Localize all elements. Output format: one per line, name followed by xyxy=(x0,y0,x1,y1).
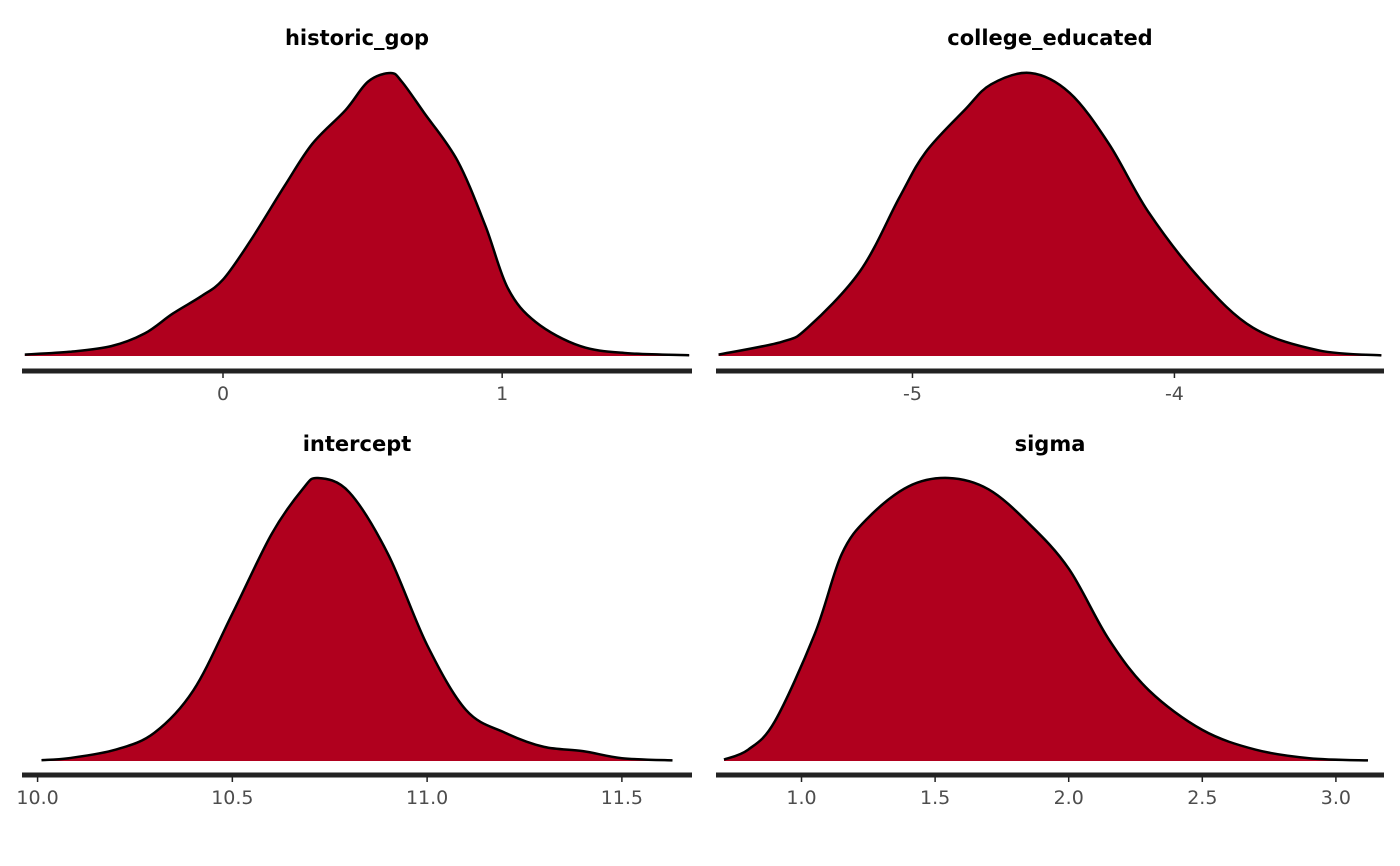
x-tick-label: -4 xyxy=(1165,383,1184,405)
x-tick-label: 11.0 xyxy=(406,787,448,809)
density-area xyxy=(24,73,690,356)
panel-intercept: intercept 10.0 10.5 11.0 11.5 xyxy=(16,432,692,809)
panel-college-educated: college_educated -5 -4 xyxy=(716,26,1384,405)
x-tick-label: -5 xyxy=(903,383,922,405)
panel-title: intercept xyxy=(303,432,412,456)
panel-title: sigma xyxy=(1015,432,1086,456)
panel-historic-gop: historic_gop 0 1 xyxy=(22,26,692,405)
x-tick-label: 10.0 xyxy=(16,787,58,809)
density-line xyxy=(718,71,1382,357)
panel-sigma: sigma 1.0 1.5 2.0 2.5 3.0 xyxy=(716,432,1384,809)
x-tick-label: 11.5 xyxy=(601,787,643,809)
density-line xyxy=(723,476,1369,762)
x-tick-label: 2.5 xyxy=(1187,787,1217,809)
x-tick-label: 1 xyxy=(496,383,508,405)
density-line xyxy=(24,71,690,357)
x-tick-label: 1.0 xyxy=(786,787,816,809)
x-tick-label: 0 xyxy=(217,383,229,405)
density-area xyxy=(718,72,1382,356)
panel-title: college_educated xyxy=(947,26,1152,50)
x-tick-label: 1.5 xyxy=(920,787,950,809)
panel-title: historic_gop xyxy=(285,26,429,50)
x-tick-label: 3.0 xyxy=(1321,787,1351,809)
density-area xyxy=(41,477,673,761)
x-tick-label: 10.5 xyxy=(211,787,253,809)
density-area xyxy=(724,477,1368,761)
density-line xyxy=(41,476,673,762)
x-tick-label: 2.0 xyxy=(1054,787,1084,809)
